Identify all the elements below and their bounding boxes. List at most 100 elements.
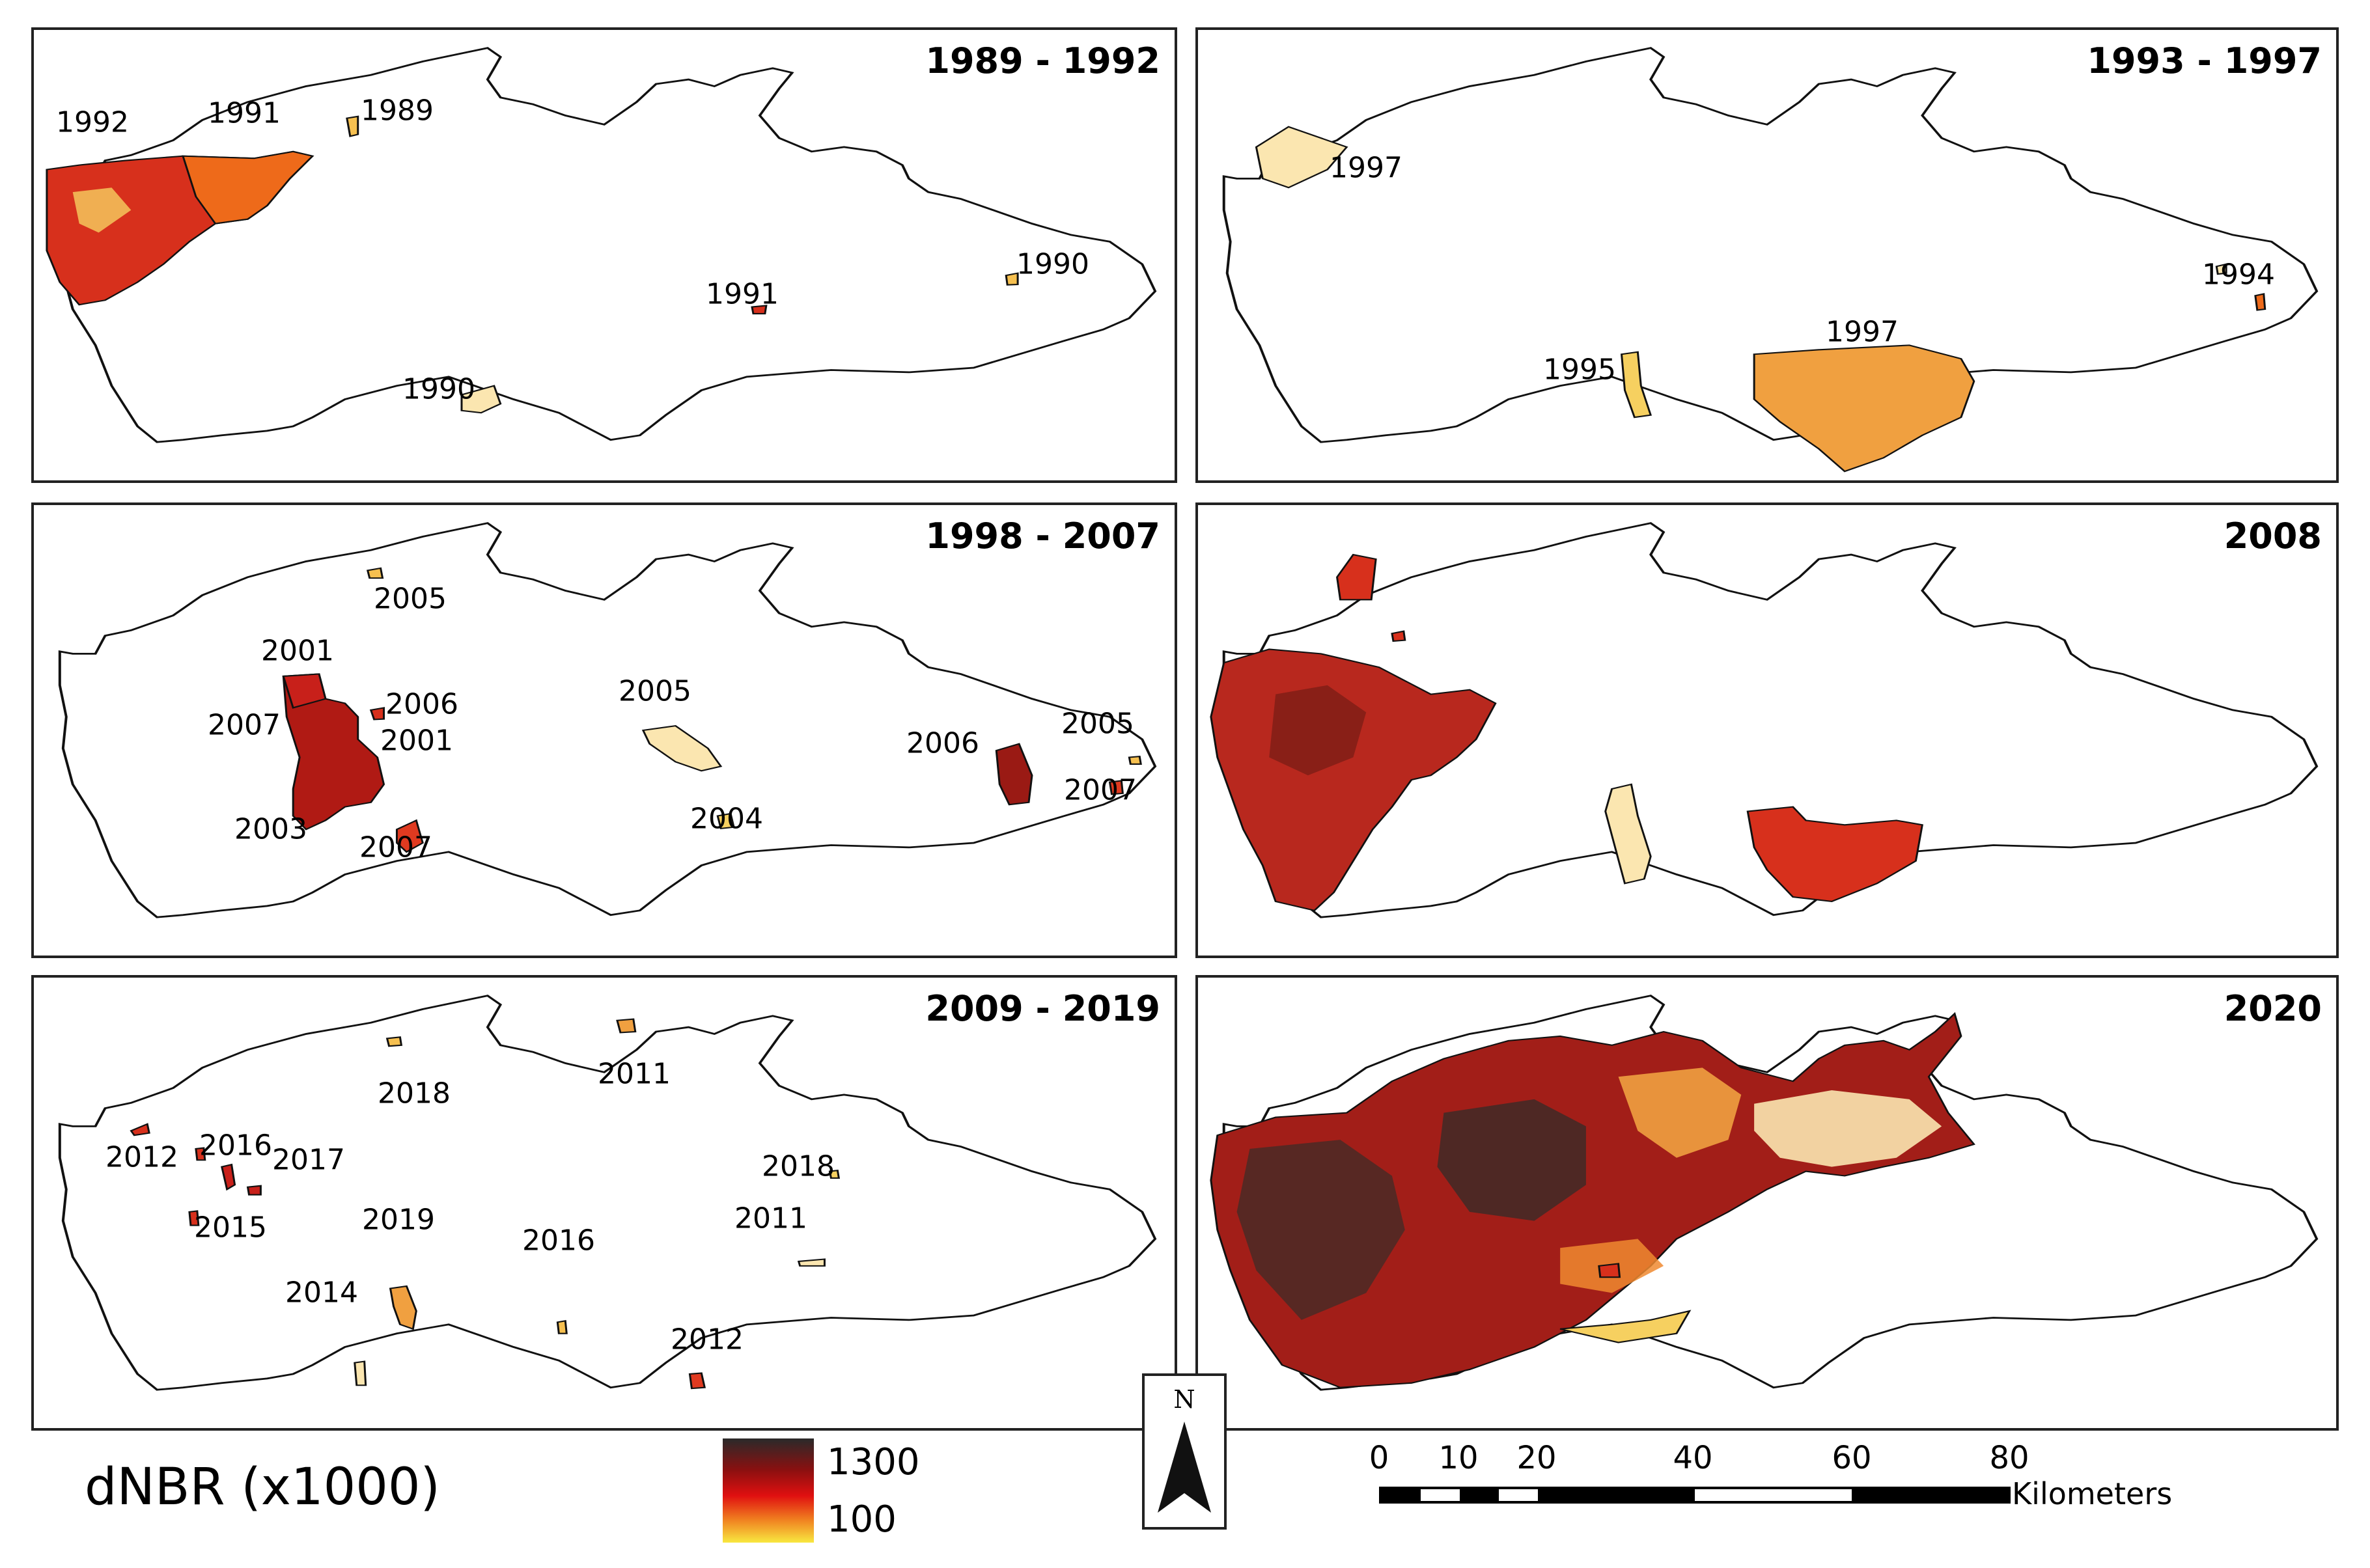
- burn-scar-2005-north: [366, 567, 384, 579]
- burn-scar-1990-east: [1005, 272, 1019, 286]
- fire-year-label: 2007: [1064, 773, 1137, 807]
- panel-title: 2009 - 2019: [925, 988, 1160, 1029]
- fire-year-label: 2017: [272, 1143, 345, 1177]
- burn-scar-2018-east: [828, 1169, 841, 1179]
- burn-scar-2015: [188, 1210, 200, 1226]
- burn-scar-2020-coast: [1559, 1310, 1692, 1343]
- fire-year-label: 2019: [362, 1203, 435, 1237]
- burn-scar-1995: [1620, 351, 1652, 419]
- fire-year-label: 1997: [1330, 151, 1402, 185]
- fire-year-label: 1990: [1016, 247, 1089, 281]
- burn-scar-2007-west: [282, 673, 327, 709]
- panel-title: 1998 - 2007: [925, 516, 1160, 557]
- fire-year-label: 1997: [1826, 315, 1899, 349]
- burn-scar-2008-west: [1210, 648, 1497, 912]
- burn-scar-2003: [282, 673, 385, 831]
- fire-year-label: 2018: [378, 1077, 451, 1110]
- scale-tick: 40: [1673, 1440, 1713, 1476]
- study-area-outline: [58, 994, 1157, 1392]
- map-canvas: [1222, 46, 2319, 473]
- burn-scar-1994-b: [2254, 293, 2266, 311]
- fire-year-label: 2016: [199, 1129, 272, 1162]
- fire-year-label: 2001: [261, 634, 334, 668]
- burn-scar-2017-a: [221, 1163, 236, 1191]
- legend-color-ramp: [723, 1438, 814, 1543]
- legend-title: dNBR (x1000): [85, 1458, 440, 1517]
- fire-year-label: 2001: [380, 724, 453, 758]
- north-label: N: [1173, 1385, 1195, 1414]
- fire-year-label: 2005: [1061, 707, 1134, 741]
- fire-year-label: 2012: [671, 1323, 744, 1356]
- burn-scar-2005-central: [641, 724, 723, 772]
- scale-bar: [1379, 1487, 2011, 1504]
- fire-year-label: 2015: [194, 1211, 267, 1245]
- map-canvas: [1210, 521, 2319, 919]
- burn-severe-core: [1269, 685, 1367, 776]
- panel-title: 2008: [2224, 516, 2322, 557]
- map-panel-2009-2019: 2009 - 2019 2018 2011 2012 2016 2017 201…: [31, 975, 1177, 1431]
- fire-year-label: 2016: [522, 1224, 595, 1258]
- burn-scar-2008-central: [1604, 783, 1652, 885]
- burn-scar-2014: [354, 1360, 367, 1386]
- fire-year-label: 2011: [734, 1202, 807, 1235]
- burn-scar-2018-north: [385, 1036, 403, 1047]
- fire-year-label: 2006: [906, 726, 979, 760]
- burn-scar-2007-east: [1108, 780, 1124, 795]
- fire-year-label: 2007: [208, 708, 281, 742]
- fire-year-label: 2003: [234, 812, 307, 846]
- scale-tick: 10: [1438, 1440, 1479, 1476]
- panel-title: 2020: [2224, 988, 2322, 1029]
- map-canvas: [58, 521, 1157, 919]
- burn-scar-2008-north: [1336, 553, 1377, 601]
- burn-scar-1994-a: [2215, 263, 2227, 275]
- burn-low-east: [1754, 1090, 1942, 1167]
- burn-scar-2008-south: [1746, 806, 1924, 903]
- fire-year-label: 1995: [1543, 353, 1616, 387]
- burn-scar-2007-south: [395, 819, 424, 853]
- scale-tick: 60: [1832, 1440, 1872, 1476]
- fire-year-label: 1991: [706, 277, 779, 311]
- burn-scar-2012-south: [688, 1372, 706, 1390]
- fire-year-label: 2004: [690, 802, 763, 836]
- map-panel-2020: 2020: [1195, 975, 2339, 1431]
- burn-scar-1989: [346, 115, 359, 137]
- fire-year-label: 2018: [762, 1149, 835, 1183]
- north-arrow: N: [1142, 1373, 1227, 1530]
- scale-tick: 0: [1369, 1440, 1389, 1476]
- fire-year-label: 1989: [361, 94, 434, 128]
- map-canvas: [46, 46, 1157, 444]
- map-panel-1993-1997: 1993 - 1997 1997 1994 1997 1995: [1195, 27, 2339, 483]
- fire-year-label: 2014: [285, 1276, 358, 1310]
- burn-scar-1991-east: [751, 305, 768, 314]
- burn-scar-2016-south: [556, 1319, 568, 1334]
- burn-scar-2012-west: [130, 1123, 150, 1136]
- burn-moderate-ne: [1618, 1067, 1742, 1158]
- burn-scar-1991-west: [182, 150, 314, 225]
- burn-scar-2020-small: [1598, 1263, 1621, 1278]
- panel-title: 1993 - 1997: [2087, 40, 2322, 81]
- burn-scar-2005-east: [1128, 755, 1142, 765]
- burn-scar-1997-south: [1753, 344, 1975, 473]
- scale-tick: 20: [1516, 1440, 1557, 1476]
- fire-year-label: 2005: [619, 674, 691, 708]
- fire-year-label: 1992: [56, 105, 129, 139]
- burn-scar-2006-west: [369, 707, 385, 721]
- fire-year-label: 2007: [359, 831, 432, 864]
- burn-patch-light: [72, 187, 132, 233]
- fire-year-label: 1990: [402, 372, 475, 406]
- north-arrow-icon: [1158, 1422, 1211, 1513]
- legend-max-value: 1300: [827, 1441, 920, 1483]
- fire-year-label: 2012: [105, 1140, 178, 1174]
- burn-scar-2006-east: [995, 743, 1033, 806]
- burn-scar-1990-south: [460, 385, 502, 414]
- burn-severe-central: [1437, 1099, 1586, 1221]
- burn-scar-2011-east: [797, 1258, 826, 1267]
- map-canvas: [1210, 994, 2319, 1392]
- fire-year-label: 2006: [385, 687, 458, 721]
- map-panel-1998-2007: 1998 - 2007 2005 2001 2006 2007 2001 200…: [31, 502, 1177, 958]
- map-panel-1989-1992: 1989 - 1992 1992 1991 1989 1991 1990 199…: [31, 27, 1177, 483]
- fire-year-label: 1991: [208, 96, 281, 130]
- scale-unit: Kilometers: [2012, 1476, 2173, 1511]
- burn-scar-1997-west: [1255, 126, 1348, 189]
- burn-scar-2019: [389, 1285, 417, 1330]
